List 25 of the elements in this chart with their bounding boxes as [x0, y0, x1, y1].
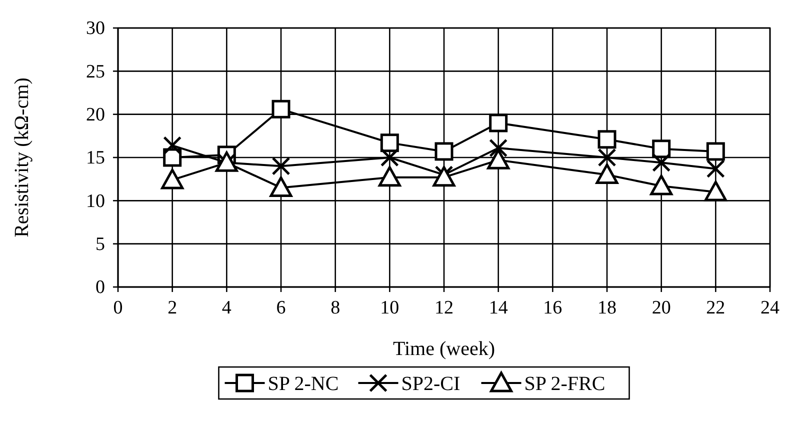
x-tick-label: 8 [330, 297, 340, 318]
y-tick-label: 5 [96, 234, 105, 255]
y-axis-title: Resistivity (kΩ-cm) [11, 78, 33, 238]
y-tick-label: 0 [96, 277, 105, 298]
x-tick-label: 6 [276, 297, 286, 318]
x-tick-label: 0 [113, 297, 123, 318]
x-tick-label: 20 [652, 297, 671, 318]
x-tick-label: 16 [543, 297, 562, 318]
y-tick-label: 30 [86, 18, 105, 40]
x-tick-label: 24 [760, 297, 780, 318]
x-axis-title: Time (week) [392, 338, 496, 360]
y-tick-label: 20 [86, 104, 105, 126]
legend-label: SP 2-NC [268, 373, 339, 395]
legend-label: SP2-CI [401, 373, 460, 395]
x-tick-label: 14 [488, 297, 508, 318]
y-tick-label: 15 [86, 148, 105, 169]
x-tick-label: 4 [222, 297, 232, 318]
x-tick-label: 10 [380, 297, 400, 318]
x-tick-label: 12 [434, 297, 454, 318]
x-tick-label: 22 [706, 297, 726, 318]
y-tick-label: 10 [86, 190, 105, 212]
x-tick-label: 18 [598, 297, 616, 318]
legend-label: SP 2-FRC [524, 373, 606, 395]
y-tick-label: 25 [86, 61, 105, 82]
x-tick-label: 2 [168, 297, 178, 318]
